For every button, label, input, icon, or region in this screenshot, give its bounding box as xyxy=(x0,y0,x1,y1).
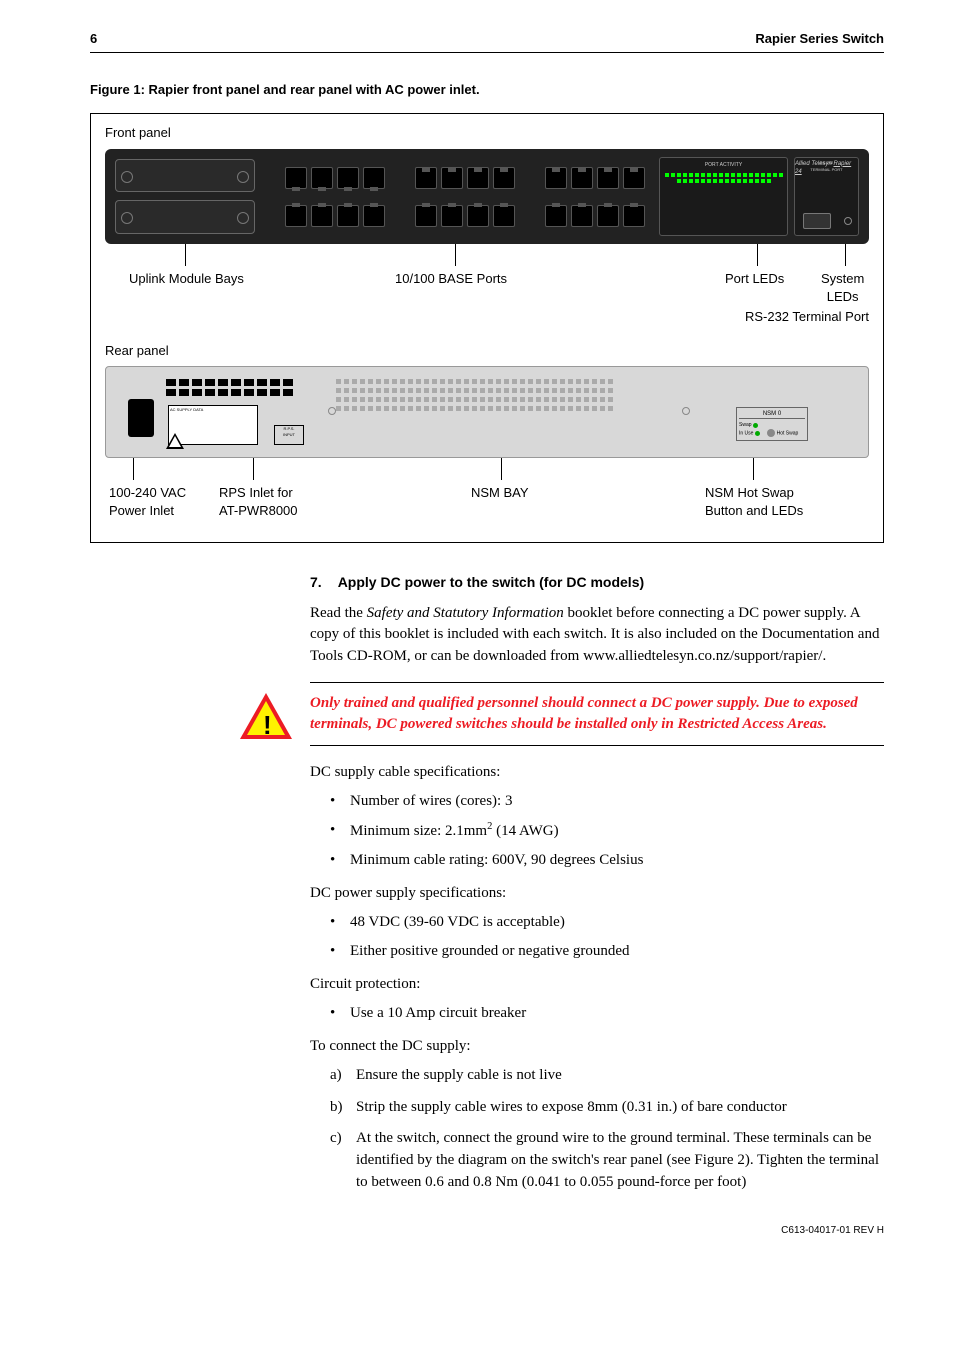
list-item: c)At the switch, connect the ground wire… xyxy=(330,1128,884,1193)
rps-inlet: R.P.S.INPUT xyxy=(274,425,304,445)
warning-icon: ! xyxy=(240,693,292,739)
footer-docid: C613-04017-01 REV H xyxy=(90,1224,884,1238)
annot-system-leds: System LEDs xyxy=(821,270,864,306)
page-header: 6 Rapier Series Switch xyxy=(90,30,884,53)
port-block xyxy=(415,167,515,227)
list-item: 48 VDC (39-60 VDC is acceptable) xyxy=(330,912,884,933)
uplink-bay xyxy=(115,200,255,234)
front-panel-image: PORT ACTIVITY Allied Telesyn Rapier 24 R… xyxy=(105,149,869,244)
list-item: Use a 10 Amp circuit breaker xyxy=(330,1003,884,1024)
annot-port-leds: Port LEDs xyxy=(725,270,784,288)
annot-rs232: RS-232 Terminal Port xyxy=(745,309,869,324)
port-block xyxy=(545,167,645,227)
list-item: Minimum size: 2.1mm2 (14 AWG) xyxy=(330,820,884,842)
circuit-list: Use a 10 Amp circuit breaker xyxy=(310,1003,884,1024)
vent-grid xyxy=(166,379,293,396)
port-block xyxy=(285,167,385,227)
nsm-hotswap-panel: NSM 0 Swap In Use Hot Swap xyxy=(736,407,808,441)
warning-text: Only trained and qualified personnel sho… xyxy=(310,693,884,735)
connect-steps: a)Ensure the supply cable is not live b)… xyxy=(310,1065,884,1194)
list-item: Number of wires (cores): 3 xyxy=(330,791,884,812)
step-number: 7. xyxy=(310,573,322,593)
front-panel-label: Front panel xyxy=(105,124,869,142)
list-item: b)Strip the supply cable wires to expose… xyxy=(330,1097,884,1119)
annot-rps: RPS Inlet for AT-PWR8000 xyxy=(219,484,298,520)
dc-power-head: DC power supply specifications: xyxy=(310,883,884,904)
intro-paragraph: Read the Safety and Statutory Informatio… xyxy=(310,603,884,668)
step-heading: 7. Apply DC power to the switch (for DC … xyxy=(310,573,884,593)
circuit-head: Circuit protection: xyxy=(310,974,884,995)
port-leds-box: PORT ACTIVITY xyxy=(659,157,788,236)
annot-ports: 10/100 BASE Ports xyxy=(395,270,507,288)
warning-block: ! Only trained and qualified personnel s… xyxy=(310,682,884,746)
rs232-port xyxy=(803,213,831,229)
list-item: Minimum cable rating: 600V, 90 degrees C… xyxy=(330,850,884,871)
brand-label: Allied Telesyn Rapier 24 xyxy=(795,160,854,177)
figure-caption: Figure 1: Rapier front panel and rear pa… xyxy=(90,81,884,99)
annot-ac-inlet: 100-240 VAC Power Inlet xyxy=(109,484,186,520)
screw-icon xyxy=(682,407,690,415)
laser-warning-icon xyxy=(166,433,184,449)
rear-panel-image: AC SUPPLY DATA R.P.S.INPUT NSM 0 Swap In… xyxy=(105,366,869,458)
figure-1: Front panel PORT ACTIVITY xyxy=(90,113,884,543)
booklet-title: Safety and Statutory Information xyxy=(367,605,564,621)
annot-nsm-bay: NSM BAY xyxy=(471,484,529,502)
rear-panel-label: Rear panel xyxy=(105,342,869,360)
step-title: Apply DC power to the switch (for DC mod… xyxy=(338,573,644,593)
dc-power-list: 48 VDC (39-60 VDC is acceptable) Either … xyxy=(310,912,884,962)
dc-cable-list: Number of wires (cores): 3 Minimum size:… xyxy=(310,791,884,871)
list-item: a)Ensure the supply cable is not live xyxy=(330,1065,884,1087)
ac-inlet xyxy=(128,399,154,437)
annot-uplink: Uplink Module Bays xyxy=(129,270,244,288)
screw-icon xyxy=(328,407,336,415)
uplink-bay xyxy=(115,159,255,193)
reset-button xyxy=(844,217,852,225)
connect-head: To connect the DC supply: xyxy=(310,1036,884,1057)
dc-cable-head: DC supply cable specifications: xyxy=(310,762,884,783)
nsm-bay-perf xyxy=(336,379,676,434)
annot-nsm-swap: NSM Hot Swap Button and LEDs xyxy=(705,484,803,520)
list-item: Either positive grounded or negative gro… xyxy=(330,941,884,962)
page-number: 6 xyxy=(90,30,97,48)
status-box: Allied Telesyn Rapier 24 RS-232 TERMINAL… xyxy=(794,157,859,236)
doc-title: Rapier Series Switch xyxy=(755,30,884,48)
uplink-bays xyxy=(115,159,255,234)
